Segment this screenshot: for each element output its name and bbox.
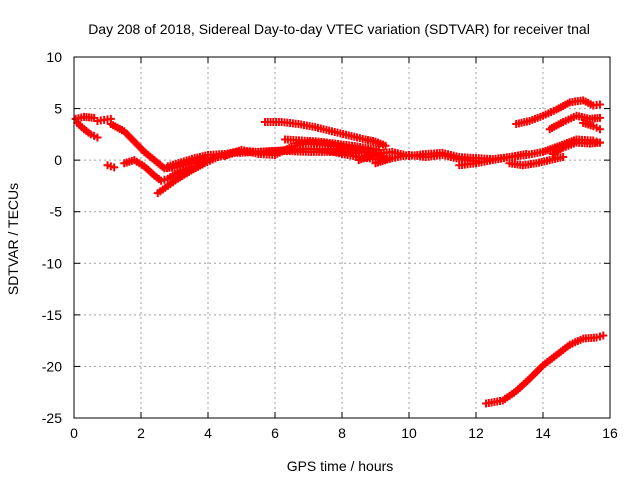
trace-marker — [187, 154, 196, 163]
x-tick-label: 12 — [468, 425, 484, 441]
trace-marker — [138, 145, 147, 154]
y-axis-title: SDTVAR / TECUs — [5, 183, 21, 295]
trace-marker — [592, 100, 601, 109]
trace-marker — [563, 99, 572, 108]
trace-marker — [358, 134, 367, 143]
series-trace-m — [545, 111, 604, 134]
trace-marker — [537, 363, 546, 372]
trace-marker — [550, 352, 559, 361]
trace-marker — [106, 162, 115, 171]
trace-marker — [103, 115, 112, 124]
trace-marker — [174, 159, 183, 168]
trace-marker — [385, 154, 394, 163]
trace-marker — [549, 106, 558, 115]
trace-marker — [171, 176, 180, 185]
trace-marker — [96, 116, 105, 125]
trace-marker — [496, 396, 505, 405]
trace-marker — [586, 121, 595, 130]
trace-marker — [563, 342, 572, 351]
y-tick-label: -25 — [42, 410, 62, 426]
y-tick-label: 10 — [46, 49, 62, 65]
trace-marker — [556, 145, 565, 154]
trace-marker — [529, 159, 538, 168]
trace-marker — [268, 150, 277, 159]
x-axis-title: GPS time / hours — [287, 458, 394, 474]
trace-marker — [593, 138, 602, 147]
trace-marker — [118, 126, 127, 135]
y-tick-label: -20 — [42, 358, 62, 374]
trace-marker — [84, 128, 93, 137]
trace-marker — [148, 154, 157, 163]
series-trace-b — [120, 156, 196, 185]
trace-marker — [368, 137, 377, 146]
series-trace-n — [549, 138, 604, 158]
trace-marker — [128, 135, 137, 144]
x-tick-label: 16 — [602, 425, 618, 441]
y-tick-label: 0 — [54, 152, 62, 168]
trace-marker — [285, 143, 294, 152]
y-tick-label: -10 — [42, 255, 62, 271]
trace-marker — [185, 167, 194, 176]
trace-marker — [576, 335, 585, 344]
x-tick-label: 6 — [271, 425, 279, 441]
trace-marker — [161, 183, 170, 192]
trace-marker — [509, 388, 518, 397]
y-tick-label: 5 — [54, 101, 62, 117]
series-trace-o — [579, 119, 604, 134]
trace-marker — [148, 169, 157, 178]
x-tick-label: 2 — [137, 425, 145, 441]
x-tick-label: 10 — [401, 425, 417, 441]
trace-marker — [90, 131, 99, 140]
trace-marker — [595, 332, 604, 341]
series-trace-early-1 — [71, 112, 115, 125]
x-tick-label: 0 — [70, 425, 78, 441]
series-trace-l — [512, 96, 604, 129]
trace-marker — [536, 148, 545, 157]
trace-marker — [87, 113, 96, 122]
trace-marker — [543, 156, 552, 165]
trace-marker — [589, 333, 598, 342]
trace-marker — [369, 150, 378, 159]
trace-marker — [556, 153, 565, 162]
trace-marker — [556, 119, 565, 128]
trace-marker — [592, 123, 601, 132]
series-trace-early-3 — [103, 161, 119, 172]
trace-marker — [335, 149, 344, 158]
trace-marker — [77, 123, 86, 132]
trace-marker — [485, 156, 494, 165]
trace-marker — [308, 122, 317, 131]
trace-marker — [522, 117, 531, 126]
trace-marker — [198, 160, 207, 169]
x-tick-label: 8 — [338, 425, 346, 441]
trace-marker — [523, 376, 532, 385]
y-tick-label: -5 — [50, 204, 63, 220]
trace-marker — [536, 112, 545, 121]
y-tick-label: -15 — [42, 307, 62, 323]
chart-title: Day 208 of 2018, Sidereal Day-to-day VTE… — [88, 21, 590, 37]
series-trace-early-2 — [73, 119, 102, 142]
series-trace-k — [505, 153, 568, 170]
trace-marker — [379, 140, 388, 149]
trace-marker — [137, 160, 146, 169]
series-trace-f — [260, 117, 390, 150]
trace-marker — [160, 175, 169, 184]
trace-marker — [325, 126, 334, 135]
axis-ticks: 0 2 4 6 8 10 12 14 16 -25 -20 -15 -10 -5 0 5 10 — [42, 49, 618, 441]
data-points — [71, 96, 608, 408]
series-trace-low — [482, 331, 608, 408]
trace-marker — [593, 114, 602, 123]
x-tick-label: 4 — [204, 425, 212, 441]
x-tick-label: 14 — [535, 425, 551, 441]
trace-marker — [341, 130, 350, 139]
trace-marker — [452, 154, 461, 163]
